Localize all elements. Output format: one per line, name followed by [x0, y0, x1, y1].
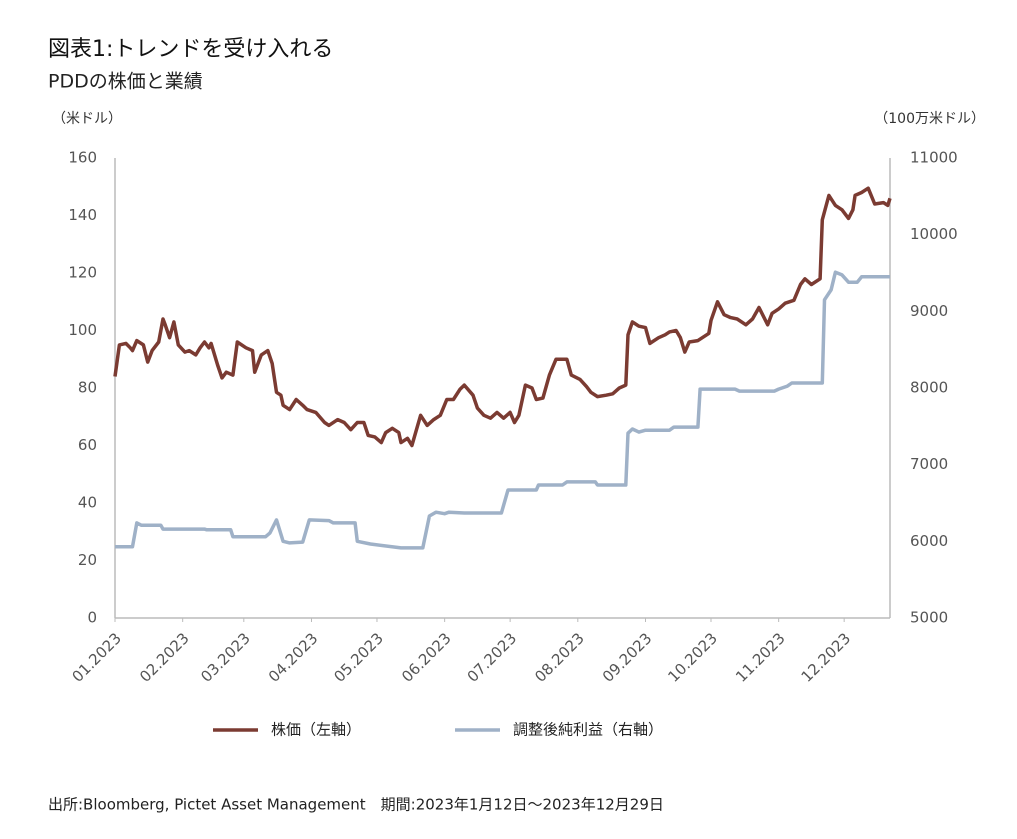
source-note: 出所:Bloomberg, Pictet Asset Management 期間…: [48, 796, 664, 814]
y2-axis-label: （100万米ドル）: [874, 111, 985, 127]
y-tick-label: 160: [68, 149, 97, 167]
chart-subtitle: PDDの株価と業績: [48, 71, 203, 93]
y-tick-label: 100: [68, 321, 97, 339]
x-tick-label: 04.2023: [265, 629, 322, 686]
x-tick-label: 12.2023: [798, 629, 855, 686]
series-line: [115, 270, 890, 550]
y2-tick-label: 8000: [910, 379, 948, 397]
x-tick-label: 06.2023: [398, 629, 455, 686]
y2-tick-label: 7000: [910, 455, 948, 473]
x-tick-label: 01.2023: [68, 629, 125, 686]
x-tick-label: 02.2023: [136, 629, 193, 686]
y2-tick-label: 5000: [910, 609, 948, 627]
x-tick-label: 09.2023: [599, 629, 656, 686]
y-tick-label: 40: [78, 494, 97, 512]
y2-tick-label: 6000: [910, 532, 948, 550]
x-tick-label: 11.2023: [732, 629, 789, 686]
legend-label: 株価（左軸）: [271, 721, 361, 739]
y-axis-label: （米ドル）: [52, 111, 122, 127]
x-tick-label: 10.2023: [664, 629, 721, 686]
x-tick-label: 08.2023: [531, 629, 588, 686]
y-tick-label: 140: [68, 206, 97, 224]
y-tick-label: 20: [78, 551, 97, 569]
y2-tick-label: 11000: [910, 149, 958, 167]
x-tick-label: 05.2023: [330, 629, 387, 686]
legend-label: 調整後純利益（右軸）: [513, 721, 663, 739]
y-tick-label: 0: [87, 609, 97, 627]
y-tick-label: 80: [78, 379, 97, 397]
series-line: [113, 186, 892, 448]
x-tick-label: 07.2023: [464, 629, 521, 686]
y-tick-label: 60: [78, 436, 97, 454]
y-tick-label: 120: [68, 264, 97, 282]
chart-title: 図表1:トレンドを受け入れる: [48, 37, 333, 62]
x-tick-label: 03.2023: [197, 629, 254, 686]
y2-tick-label: 10000: [910, 225, 958, 243]
y2-tick-label: 9000: [910, 302, 948, 320]
